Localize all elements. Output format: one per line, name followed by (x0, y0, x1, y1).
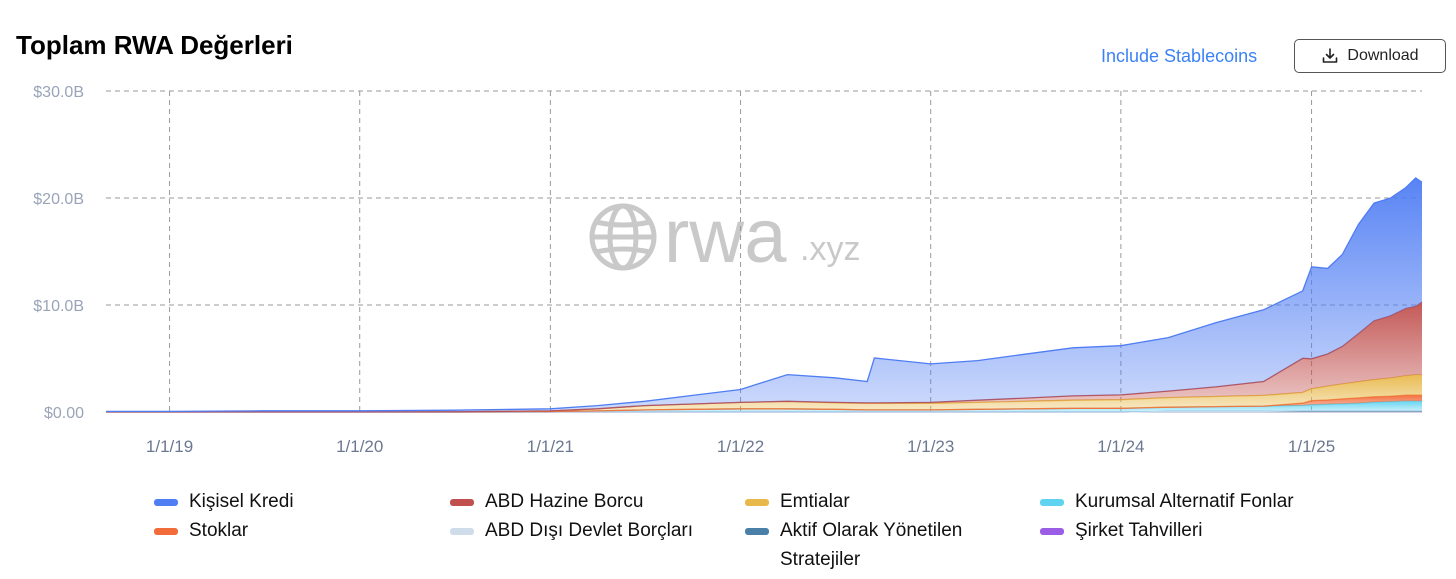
area-kurumsal-alternatif-fonlar (106, 401, 1422, 412)
line-ki-isel-kredi (106, 177, 1423, 413)
globe-icon (589, 203, 657, 271)
y-tick-label: $30.0B (33, 84, 84, 101)
area-emtialar (106, 374, 1422, 412)
watermark-text: rwa (664, 194, 787, 279)
download-button[interactable]: Download (1294, 39, 1446, 73)
chart-areas (106, 177, 1423, 413)
x-tick-label: 1/1/20 (336, 437, 383, 456)
x-tick-label: 1/1/23 (907, 437, 954, 456)
x-tick-label: 1/1/25 (1288, 437, 1335, 456)
legend-swatch (1040, 499, 1064, 506)
legend-swatch (745, 528, 769, 535)
download-button-label: Download (1347, 47, 1419, 64)
y-tick-label: $10.0B (33, 298, 84, 315)
legend-label: ABD Dışı Devlet Borçları (485, 520, 693, 541)
watermark-suffix: .xyz (800, 230, 860, 268)
legend-swatch (1040, 528, 1064, 535)
rwa-area-chart: rwa .xyz 1/1/19 1/1/20 1/1/21 1/1/22 1/1/23 1… (33, 84, 1423, 456)
include-stablecoins-toggle[interactable]: Include Stablecoins (1101, 46, 1258, 66)
x-tick-label: 1/1/24 (1097, 437, 1144, 456)
legend-label: Kişisel Kredi (189, 491, 294, 512)
legend-swatch (450, 499, 474, 506)
legend-label: Şirket Tahvilleri (1075, 520, 1203, 541)
x-tick-label: 1/1/21 (527, 437, 574, 456)
x-axis: 1/1/19 1/1/20 1/1/21 1/1/22 1/1/23 1/1/24 1/1/… (146, 437, 1335, 456)
legend-label: Aktif Olarak Yönetilen Stratejiler (780, 520, 963, 570)
x-tick-label: 1/1/19 (146, 437, 193, 456)
legend-swatch (745, 499, 769, 506)
watermark: rwa .xyz (589, 194, 860, 279)
legend-swatch (154, 499, 178, 506)
y-tick-label: $0.00 (44, 405, 84, 422)
legend-label: Emtialar (780, 491, 850, 512)
legend-label: Stoklar (189, 520, 249, 541)
legend-item-abd-d-devlet-bor-lar[interactable]: ABD Dışı Devlet Borçları (450, 516, 693, 545)
legend-label: ABD Hazine Borcu (485, 491, 644, 512)
legend-item-emtialar[interactable]: Emtialar (745, 487, 850, 516)
legend-item-irket-tahvilleri[interactable]: Şirket Tahvilleri (1040, 516, 1202, 545)
legend-item-ki-isel-kredi[interactable]: Kişisel Kredi (154, 487, 294, 516)
x-tick-label: 1/1/22 (717, 437, 764, 456)
legend-item-kurumsal-alternatif-fonlar[interactable]: Kurumsal Alternatif Fonlar (1040, 487, 1294, 516)
download-icon (1323, 48, 1338, 63)
legend-item-abd-hazine-borcu[interactable]: ABD Hazine Borcu (450, 487, 643, 516)
legend-swatch (450, 528, 474, 535)
legend-swatch (154, 528, 178, 535)
legend-label: Kurumsal Alternatif Fonlar (1075, 491, 1294, 512)
legend-item-aktif-olarak-y-netilen-stratejiler[interactable]: Aktif Olarak Yönetilen Stratejiler (745, 516, 985, 574)
y-tick-label: $20.0B (33, 191, 84, 208)
y-axis: $0.00 $10.0B $20.0B $30.0B (33, 84, 84, 422)
legend-item-stoklar[interactable]: Stoklar (154, 516, 248, 545)
area-ki-isel-kredi (106, 178, 1422, 412)
page-title: Toplam RWA Değerleri (16, 30, 293, 60)
